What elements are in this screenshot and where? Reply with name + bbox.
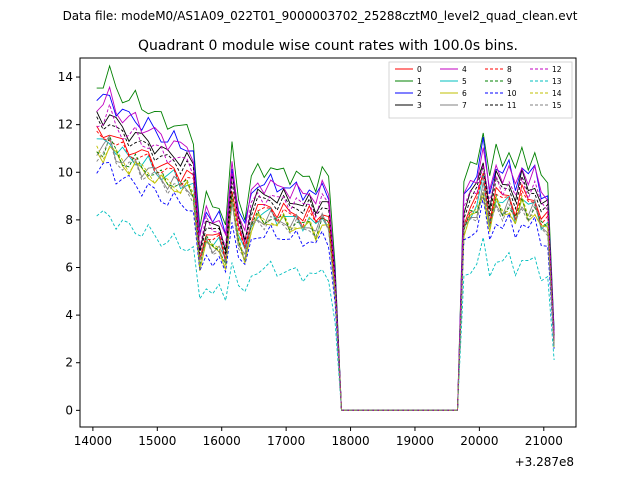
x-tick-label: 19000 xyxy=(396,434,434,448)
y-tick-label: 12 xyxy=(58,118,73,132)
legend-box xyxy=(388,61,573,119)
y-tick-label: 10 xyxy=(58,165,73,179)
legend-label-9: 9 xyxy=(507,77,512,86)
legend-label-12: 12 xyxy=(552,65,562,74)
legend-label-5: 5 xyxy=(462,77,467,86)
legend-label-14: 14 xyxy=(552,89,562,98)
series-line-4 xyxy=(96,85,555,411)
series-line-7 xyxy=(96,134,555,411)
legend-label-1: 1 xyxy=(417,77,422,86)
legend-label-8: 8 xyxy=(507,65,512,74)
y-tick-label: 4 xyxy=(65,308,73,322)
x-tick-label: 15000 xyxy=(138,434,176,448)
series-line-2 xyxy=(96,93,555,411)
series-line-5 xyxy=(96,138,555,411)
x-tick-label: 18000 xyxy=(331,434,369,448)
x-tick-label: 16000 xyxy=(203,434,241,448)
series-lines xyxy=(96,64,555,411)
legend-label-13: 13 xyxy=(552,77,562,86)
x-tick-label: 21000 xyxy=(525,434,563,448)
legend-label-15: 15 xyxy=(552,101,562,110)
y-tick-label: 6 xyxy=(65,260,73,274)
legend-label-11: 11 xyxy=(507,101,517,110)
x-tick-label: 17000 xyxy=(267,434,305,448)
legend-label-3: 3 xyxy=(417,101,422,110)
legend-label-6: 6 xyxy=(462,89,467,98)
y-tick-label: 2 xyxy=(65,356,73,370)
x-offset-label: +3.287e8 xyxy=(515,455,574,469)
legend-label-2: 2 xyxy=(417,89,422,98)
y-axis-ticks: 0 2 4 6 8 10 12 14 xyxy=(58,70,80,417)
series-line-8 xyxy=(96,130,555,411)
x-tick-label: 20000 xyxy=(460,434,498,448)
series-line-12 xyxy=(96,102,555,411)
series-line-10 xyxy=(96,161,555,411)
x-tick-label: 14000 xyxy=(74,434,112,448)
plot-frame xyxy=(79,57,577,428)
chart-title: Quadrant 0 module wise count rates with … xyxy=(138,38,518,54)
x-axis-ticks: 14000 15000 16000 17000 18000 19000 20000 21000 xyxy=(74,427,563,448)
series-line-14 xyxy=(96,145,555,411)
series-line-9 xyxy=(96,135,555,411)
series-line-11 xyxy=(96,116,555,411)
legend-label-4: 4 xyxy=(462,65,467,74)
legend-label-0: 0 xyxy=(417,65,422,74)
y-tick-label: 8 xyxy=(65,213,73,227)
chart-suptitle: Data file: modeM0/AS1A09_022T01_90000037… xyxy=(63,9,578,23)
series-line-1 xyxy=(96,64,555,411)
y-tick-label: 14 xyxy=(58,70,73,84)
series-line-0 xyxy=(96,125,555,411)
legend-label-7: 7 xyxy=(462,101,467,110)
y-tick-label: 0 xyxy=(65,403,73,417)
series-line-13 xyxy=(96,210,555,411)
legend-label-10: 10 xyxy=(507,89,517,98)
